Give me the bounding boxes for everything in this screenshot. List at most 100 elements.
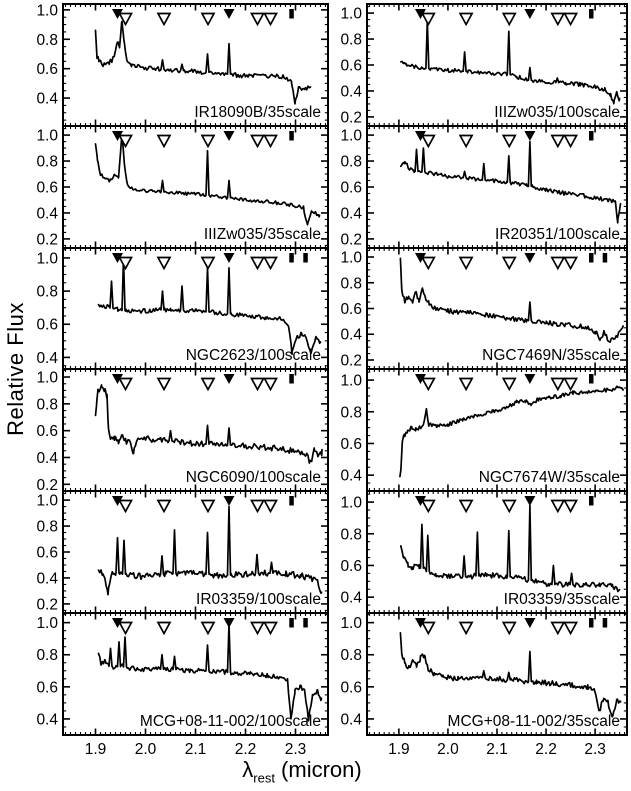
panel-label: IR03359/100scale [196,591,321,608]
open-triangle-marker [200,12,216,27]
y-tick-label: 1.0 [36,128,58,145]
filled-triangle-marker [112,374,123,384]
spectrum-trace [399,631,622,718]
y-tick-label: 0.4 [36,570,58,587]
open-triangle-marker [550,377,566,392]
open-triangle-marker [420,621,436,636]
y-tick-label: 0.8 [340,647,362,664]
y-tick-label: 1.0 [340,128,362,145]
y-tick-label: 1.0 [340,495,362,512]
y-tick-label: 0.8 [36,396,58,413]
y-tick-label: 0.8 [340,275,362,292]
filled-triangle-marker [223,374,235,384]
x-tick-label: 2.3 [584,741,606,758]
square-marker [589,496,594,506]
y-tick-label: 0.4 [36,450,58,467]
spectrum-trace [94,384,323,464]
x-tick-label: 2.2 [235,741,257,758]
y-tick-label: 0.8 [36,647,58,664]
spectrum-trace [94,20,312,105]
filled-triangle-marker [414,9,426,19]
y-tick-label: 0.4 [340,83,362,100]
panel-label: NGC7469N/35scale [482,347,620,364]
open-triangle-marker [458,377,474,392]
open-triangle-marker [263,12,278,27]
square-marker [289,618,294,628]
square-marker [602,618,608,628]
panel-label: NGC7674W/35scale [479,469,620,486]
square-marker [589,618,594,628]
y-tick-label: 1.0 [36,615,58,632]
panel-label: IR18090B/35scale [194,104,321,121]
filled-triangle-marker [223,9,235,19]
spectrum-panel-ngc7674w-35scale: 1.0 0.8 0.6 0.4 NGC7674W/35scale [340,368,628,492]
y-tick-label: 0.4 [340,590,362,607]
open-triangle-marker [250,377,265,392]
spectrum-trace [399,140,622,224]
y-tick-label: 0.4 [340,327,362,344]
open-triangle-marker [156,256,172,271]
x-tick-label: 2.2 [535,741,557,758]
open-triangle-marker [200,256,216,271]
open-triangle-marker [200,621,216,636]
square-marker [303,253,308,263]
y-tick-label: 0.4 [36,205,58,222]
filled-triangle-marker [112,9,123,19]
spectrum-trace [94,135,321,226]
open-triangle-marker [563,499,579,514]
open-triangle-marker [200,377,216,392]
spectrum-trace [399,257,624,343]
square-marker [589,253,594,263]
open-triangle-marker [458,499,474,514]
open-triangle-marker [263,621,278,636]
open-triangle-marker [420,12,436,27]
open-triangle-marker [118,256,133,271]
y-tick-label: 0.6 [36,180,58,197]
open-triangle-marker [250,621,265,636]
y-tick-label: 0.4 [340,468,362,485]
open-triangle-marker [250,256,265,271]
open-triangle-marker [263,134,278,149]
open-triangle-marker [263,499,278,514]
square-marker [289,496,294,506]
filled-triangle-marker [524,9,536,19]
square-marker [289,131,294,141]
y-tick-label: 0.4 [36,91,58,108]
panel-label: IIIZw035/100scale [494,104,620,121]
y-tick-label: 0.6 [36,317,58,334]
spectrum-trace [97,257,322,356]
open-triangle-marker [458,134,474,149]
y-tick-label: 0.8 [340,404,362,421]
y-tick-label: 0.8 [340,32,362,49]
open-triangle-marker [156,499,172,514]
y-tick-label: 1.0 [340,6,362,23]
y-tick-label: 0.2 [36,596,58,613]
x-tick-label: 2.0 [135,741,157,758]
y-tick-label: 0.6 [340,58,362,75]
filled-triangle-marker [524,496,536,506]
open-triangle-marker [420,256,436,271]
open-triangle-marker [501,377,517,392]
open-triangle-marker [458,12,474,27]
spectrum-panel-iiizw035-35scale: 1.0 0.8 0.6 0.4 0.2 IIIZw035/35scale [36,125,329,249]
spectrum-panel-mcg-08-11-002-35scale: 1.0 0.8 0.6 0.4 MCG+08-11-002/35scale 1.9 2.0 2… [340,612,628,758]
y-tick-label: 0.6 [340,301,362,318]
open-triangle-marker [200,499,216,514]
filled-triangle-marker [112,618,123,628]
x-tick-label: 2.3 [285,741,307,758]
open-triangle-marker [156,377,172,392]
x-tick-label: 2.1 [486,741,508,758]
y-tick-label: 0.2 [340,352,362,369]
open-triangle-marker [550,12,566,27]
filled-triangle-marker [414,374,426,384]
spectrum-panel-ir20351-100scale: 1.0 0.8 0.6 0.4 0.2 IR20351/100scale [340,125,628,249]
panel-label: IIIZw035/35scale [204,226,321,243]
x-axis-unit: (micron) [274,757,362,782]
filled-triangle-marker [223,496,235,506]
open-triangle-marker [501,134,517,149]
open-triangle-marker [118,12,133,27]
square-marker [589,131,594,141]
y-tick-label: 0.2 [340,231,362,248]
open-triangle-marker [420,377,436,392]
